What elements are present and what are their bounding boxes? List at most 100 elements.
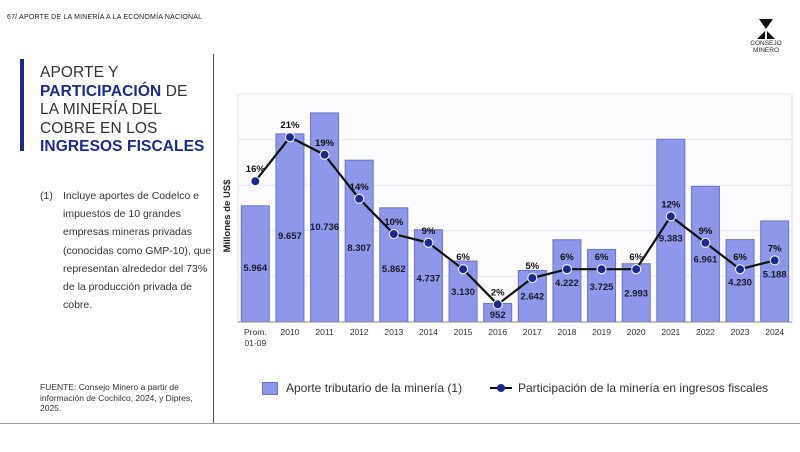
- participation-line: [254, 135, 775, 306]
- bar-value-label: 9.383: [659, 234, 683, 245]
- line-point: [735, 264, 746, 275]
- bar: [552, 239, 582, 323]
- title-bold-participacion: PARTICIPACIÓN: [40, 82, 162, 100]
- title-line-2-rest: DE: [161, 82, 188, 100]
- x-tick-label: 2019: [592, 327, 611, 337]
- vertical-divider: [213, 54, 214, 424]
- bar: [725, 239, 755, 323]
- x-tick-label: Prom.: [244, 327, 267, 337]
- line-point: [700, 237, 711, 248]
- x-tick-label: 2011: [315, 327, 334, 337]
- revenue-chart: Millones de US$ 5.964 9.657 10.736 8.307 5.86…: [222, 93, 793, 348]
- bar-value-label: 9.657: [278, 231, 302, 242]
- bar-value-label: 5.964: [243, 263, 267, 274]
- bar-value-label: 2.642: [520, 291, 544, 302]
- line-value-label: 21%: [280, 120, 300, 131]
- line-point: [250, 176, 261, 187]
- line-value-label: 9%: [422, 226, 436, 237]
- line-value-label: 12%: [661, 199, 681, 210]
- line-point: [631, 264, 642, 275]
- bar-value-label: 952: [490, 310, 506, 321]
- line-point: [354, 193, 365, 204]
- line-value-label: 6%: [629, 252, 643, 263]
- bar-value-label: 4.222: [555, 278, 579, 289]
- bar: [690, 185, 720, 323]
- logo-line-1: CONSEJO: [750, 40, 782, 47]
- x-tick-label: 2022: [696, 327, 715, 337]
- title-line-3: LA MINERÍA DEL: [40, 101, 163, 118]
- x-tick-label: 2012: [350, 327, 369, 337]
- bar-value-label: 6.961: [694, 254, 718, 265]
- line-point: [388, 229, 399, 239]
- line-point: [319, 149, 330, 160]
- line-value-label: 14%: [350, 182, 370, 193]
- source-note: FUENTE: Consejo Minero a partir de infor…: [40, 382, 193, 413]
- bar: [760, 220, 790, 323]
- line-value-label: 6%: [595, 252, 609, 263]
- line-value-label: 10%: [384, 217, 404, 228]
- legend-bar-label: Aporte tributario de la minería (1): [286, 381, 463, 395]
- line-value-label: 5%: [525, 261, 539, 272]
- bar: [240, 205, 270, 323]
- line-point: [596, 264, 607, 275]
- line-point: [492, 299, 503, 310]
- triangles-logo-icon: [757, 19, 775, 39]
- legend-line-icon: [490, 383, 512, 393]
- legend-bar-swatch: [262, 381, 278, 395]
- line-value-label: 6%: [733, 252, 747, 263]
- title-line-4: COBRE EN LOS: [40, 119, 158, 137]
- line-point: [458, 264, 469, 275]
- bar-value-label: 5.862: [382, 264, 406, 275]
- bar-value-label: 5.188: [763, 270, 787, 281]
- footnote-text: Incluye aportes de Codelco e impuestos d…: [63, 190, 212, 312]
- line-value-label: 19%: [315, 138, 335, 149]
- y-axis-label: Millones de US$: [222, 179, 233, 253]
- x-tick-label: 2018: [557, 327, 576, 337]
- bar: [275, 133, 305, 323]
- line-value-label: 9%: [699, 226, 713, 237]
- legend-item-line: Participación de la minería en ingresos …: [490, 379, 768, 397]
- bar-value-label: 4.230: [728, 278, 752, 289]
- legend-item-bars: Aporte tributario de la minería (1): [262, 379, 462, 397]
- title-bold-ingresos: INGRESOS FISCALES: [40, 138, 205, 155]
- line-point: [561, 264, 572, 275]
- bar-value-label: 8.307: [347, 243, 371, 254]
- line-point: [423, 237, 434, 248]
- x-tick-label: 2015: [454, 327, 473, 337]
- logo-line-2: MINERO: [753, 47, 779, 54]
- bar-value-label: 10.736: [310, 222, 339, 233]
- legend-line-label: Participación de la minería en ingresos …: [518, 381, 769, 395]
- section-title: APORTE Y PARTICIPACIÓN DE LA MINERÍA DEL…: [40, 64, 210, 157]
- chart-legend: Aporte tributario de la minería (1) Part…: [262, 379, 792, 397]
- x-tick-label: 01-09: [244, 338, 266, 348]
- footer-rule: [0, 423, 800, 424]
- line-value-label: 6%: [560, 252, 574, 263]
- line-value-label: 7%: [768, 243, 782, 254]
- page-header: 67/ APORTE DE LA MINERÍA A LA ECONOMÍA N…: [7, 14, 203, 21]
- x-tick-label: 2017: [523, 327, 542, 337]
- bar-value-label: 4.737: [417, 273, 441, 284]
- line-point: [527, 273, 538, 283]
- bar-value-label: 2.993: [624, 288, 648, 299]
- x-tick-label: 2021: [661, 327, 680, 337]
- bar-value-label: 3.130: [451, 287, 475, 298]
- title-line-1: APORTE Y: [40, 64, 119, 81]
- x-tick-label: 2024: [765, 327, 784, 337]
- title-line-2: PARTICIPACIÓN DE: [40, 83, 210, 102]
- line-value-label: 2%: [491, 287, 505, 298]
- x-tick-label: 2023: [731, 327, 750, 337]
- line-value-label: 6%: [456, 252, 470, 263]
- bar-value-label: 3.725: [590, 282, 614, 293]
- line-point: [665, 211, 676, 222]
- title-accent-bar: [20, 59, 24, 151]
- bar: [587, 248, 617, 323]
- x-tick-label: 2016: [488, 327, 507, 337]
- line-value-label: 16%: [246, 164, 266, 175]
- x-tick-label: 2020: [627, 327, 646, 337]
- x-tick-label: 2010: [280, 327, 299, 337]
- x-tick-label: 2013: [384, 327, 403, 337]
- line-point: [769, 255, 780, 266]
- footnote-number: (1): [40, 190, 53, 202]
- line-point: [284, 132, 295, 143]
- logo-text: CONSEJO MINERO: [746, 40, 786, 54]
